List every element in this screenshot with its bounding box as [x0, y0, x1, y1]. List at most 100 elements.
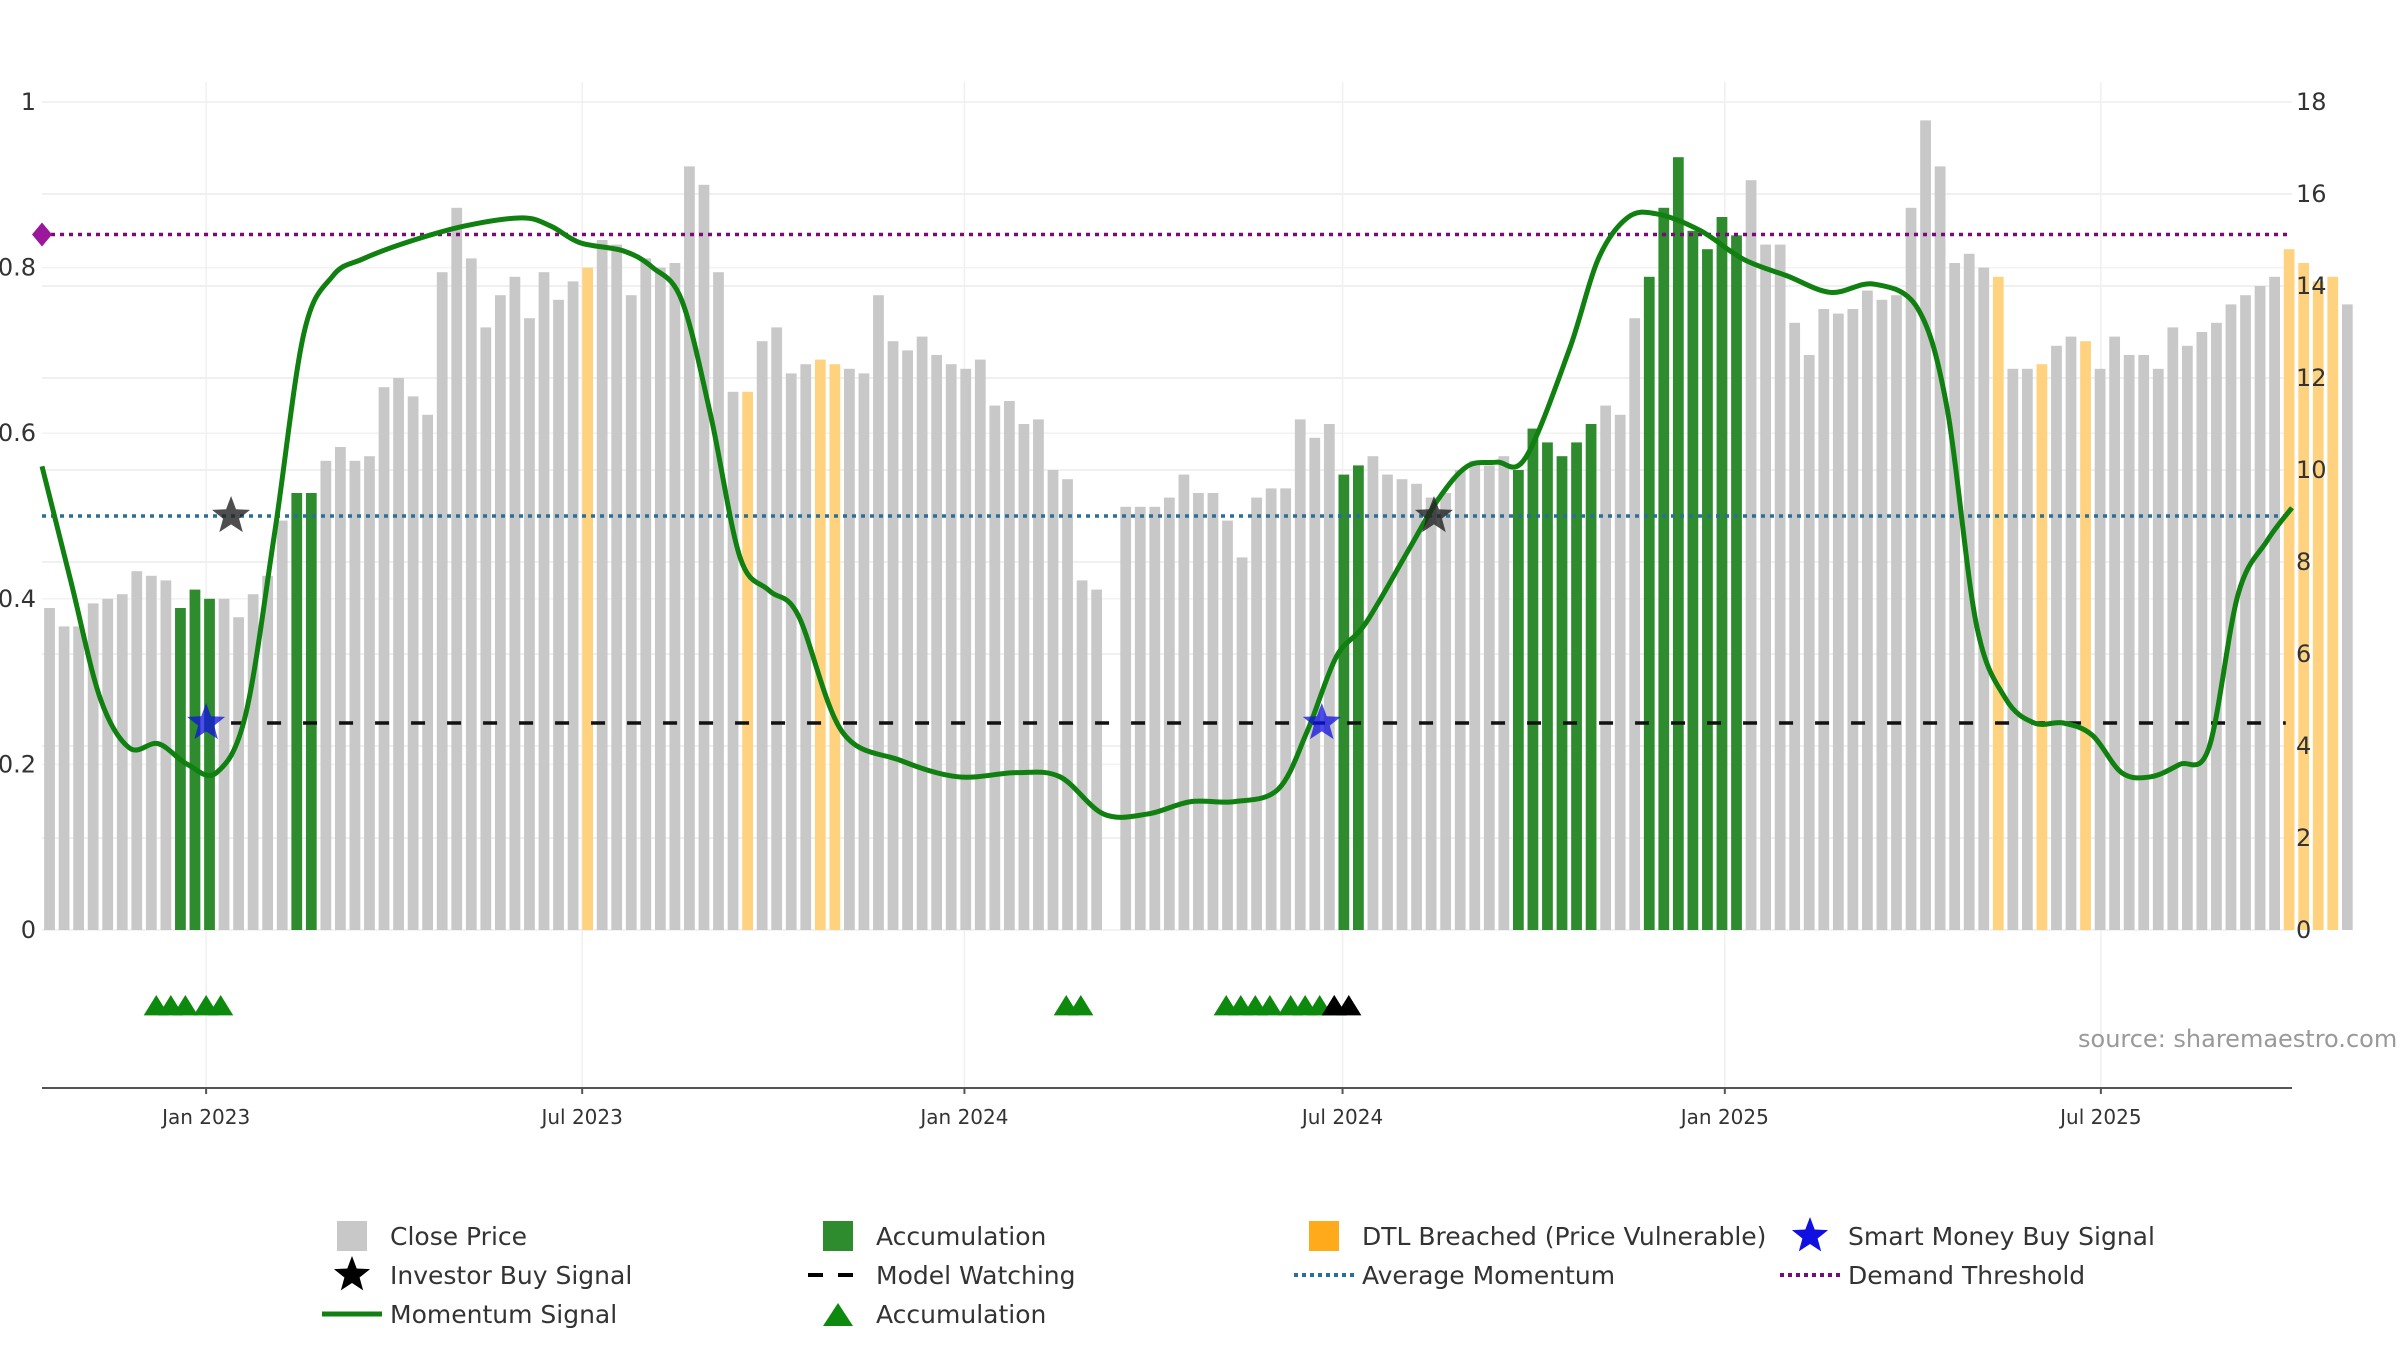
- close-price-bar: [436, 272, 448, 930]
- close-price-bar: [1629, 318, 1641, 930]
- close-price-bar: [1949, 263, 1961, 930]
- close-price-bar: [1614, 414, 1626, 930]
- close-price-bar: [1745, 180, 1757, 930]
- right-axis-tick-label: 12: [2296, 364, 2327, 392]
- close-price-bar: [1062, 479, 1073, 930]
- price-bars: [44, 120, 2353, 931]
- close-price-bar: [2181, 345, 2193, 930]
- close-price-bar: [669, 263, 681, 930]
- close-price-bar: [1818, 309, 1830, 930]
- close-price-bar: [2094, 368, 2106, 930]
- right-axis-tick-label: 18: [2296, 88, 2327, 116]
- close-price-bar: [1832, 313, 1844, 931]
- accumulation-bar: [1672, 157, 1684, 930]
- close-price-bar: [102, 598, 114, 930]
- dtl-breached-bar: [2312, 281, 2324, 930]
- signal-markers: [187, 496, 1453, 740]
- close-price-bar: [916, 336, 928, 931]
- close-price-bar: [596, 240, 608, 930]
- close-price-bar: [1803, 355, 1815, 930]
- close-price-bar: [1076, 580, 1088, 930]
- close-price-bar: [1862, 290, 1873, 931]
- close-price-bar: [1498, 456, 1510, 930]
- accumulation-bar: [189, 589, 201, 930]
- close-price-bar: [87, 603, 99, 930]
- accumulation-bar: [1702, 249, 1713, 930]
- right-axis-tick-label: 6: [2296, 640, 2311, 668]
- close-price-bar: [800, 364, 812, 930]
- close-price-bar: [625, 295, 637, 930]
- close-price-bar: [2269, 276, 2280, 930]
- accumulation-bar: [305, 493, 317, 930]
- close-price-bar: [509, 276, 521, 930]
- close-price-bar: [378, 387, 390, 930]
- left-axis-tick-label: 0.8: [0, 254, 36, 282]
- close-price-bar: [451, 207, 463, 931]
- close-price-bar: [713, 272, 724, 930]
- left-axis-tick-label: 0.6: [0, 419, 36, 447]
- accumulation-bar: [1731, 235, 1742, 930]
- close-price-bar: [145, 575, 157, 930]
- accumulation-bar: [1353, 465, 1364, 930]
- close-price-bar: [2254, 286, 2266, 930]
- demand-threshold-marker: [32, 222, 52, 247]
- close-price-bar: [1280, 488, 1292, 930]
- close-price-bar: [1774, 244, 1786, 931]
- close-price-bar: [1600, 405, 1612, 931]
- close-price-bar: [2240, 295, 2251, 930]
- close-price-bar: [2167, 327, 2179, 930]
- close-price-bar: [73, 626, 84, 930]
- close-price-bar: [902, 350, 913, 930]
- close-price-bar: [1891, 295, 1902, 930]
- close-price-bar: [247, 594, 259, 930]
- close-price-bar: [1178, 474, 1190, 930]
- close-price-bar: [2211, 322, 2222, 930]
- investor-buy-signal-star: [1414, 496, 1453, 533]
- close-price-bar: [538, 272, 550, 930]
- smart-money-buy-signal-star: [187, 703, 226, 740]
- close-price-bar: [1222, 520, 1233, 930]
- close-price-bar: [465, 258, 477, 930]
- close-price-bar: [1236, 557, 1248, 930]
- close-price-bar: [2051, 345, 2062, 930]
- close-price-bar: [2123, 355, 2135, 930]
- close-price-bar: [974, 359, 986, 931]
- right-axis-tick-label: 16: [2296, 180, 2327, 208]
- close-price-bar: [1367, 456, 1379, 930]
- close-price-bar: [989, 405, 1001, 931]
- right-axis-tick-label: 2: [2296, 824, 2311, 852]
- right-axis-tick-label: 4: [2296, 732, 2311, 760]
- close-price-bar: [2341, 304, 2353, 930]
- dtl-breached-bar: [2036, 364, 2048, 930]
- accumulation-bar: [204, 598, 215, 930]
- close-price-bar: [771, 327, 783, 930]
- dtl-breached-bar: [829, 364, 841, 930]
- close-price-bar: [1905, 207, 1917, 931]
- right-axis-tick-label: 0: [2296, 916, 2311, 944]
- accumulation-triangle: [208, 995, 234, 1016]
- close-price-bar: [393, 378, 404, 930]
- close-price-bar: [1265, 488, 1277, 930]
- left-axis-tick-label: 0: [21, 916, 36, 944]
- close-price-bar: [887, 341, 899, 930]
- accumulation-bar: [1585, 424, 1597, 930]
- close-price-bar: [160, 580, 172, 930]
- close-price-bar: [480, 327, 492, 930]
- accumulation-bar: [175, 608, 186, 930]
- close-price-bar: [684, 166, 695, 930]
- close-price-bar: [1876, 299, 1888, 930]
- close-price-bar: [494, 295, 506, 930]
- accumulation-triangle: [172, 995, 198, 1016]
- close-price-bar: [58, 626, 70, 930]
- close-price-bar: [756, 341, 768, 930]
- close-price-bar: [2021, 368, 2033, 930]
- close-price-bar: [524, 318, 535, 930]
- close-price-bar: [931, 355, 943, 930]
- close-price-bar: [1294, 419, 1306, 930]
- close-price-bar: [320, 460, 332, 930]
- close-price-bar: [1309, 437, 1321, 930]
- dtl-breached-bar: [582, 267, 594, 931]
- close-price-bar: [349, 460, 361, 930]
- x-axis-tick-label: Jul 2025: [2058, 1105, 2141, 1129]
